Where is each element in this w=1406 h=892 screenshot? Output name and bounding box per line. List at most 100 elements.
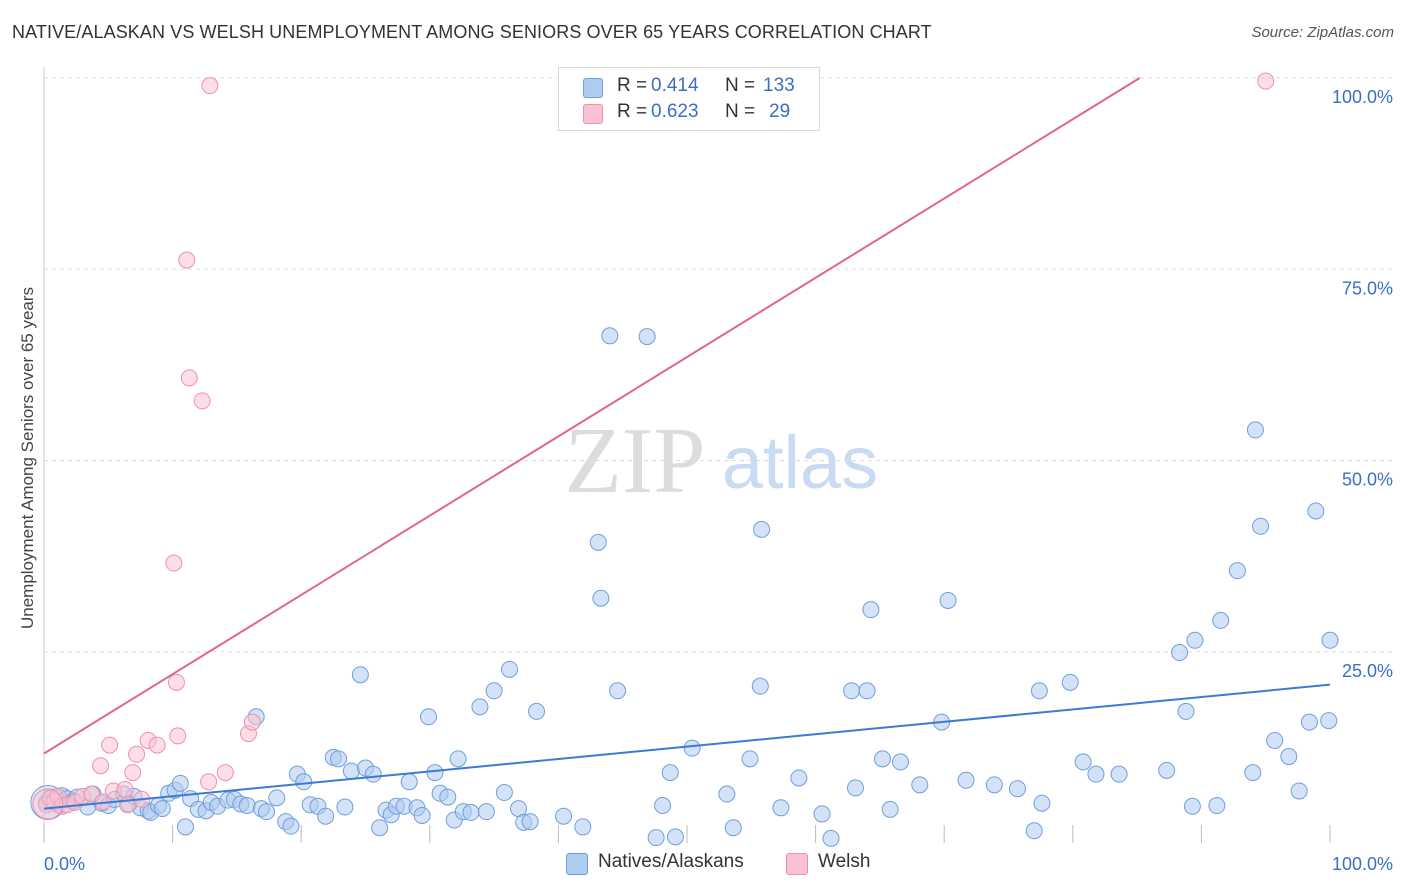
natives-point (1110, 765, 1128, 783)
welsh-point (167, 673, 185, 691)
natives-point (638, 328, 656, 346)
welsh-point (165, 554, 183, 572)
natives-point (862, 601, 880, 619)
natives-point (772, 799, 790, 817)
natives-point (1321, 631, 1339, 649)
natives-point (647, 829, 665, 847)
natives-point (609, 682, 627, 700)
natives-point (282, 817, 300, 835)
natives-point (371, 819, 389, 837)
gridlines (44, 77, 1395, 653)
natives-point (268, 789, 286, 807)
natives-point (501, 660, 519, 678)
natives-point (336, 798, 354, 816)
natives-point (449, 750, 467, 768)
welsh-swatch (583, 104, 603, 124)
chart-title: NATIVE/ALASKAN VS WELSH UNEMPLOYMENT AMO… (12, 22, 932, 42)
natives-point (813, 805, 831, 823)
natives-point (1300, 713, 1318, 731)
welsh-point (148, 736, 166, 754)
welsh-trendline (43, 77, 1141, 755)
natives-point (1208, 797, 1226, 815)
natives-point (257, 803, 275, 821)
welsh-point (124, 764, 142, 782)
natives-point (153, 800, 171, 818)
welsh-point (193, 392, 211, 410)
welsh-point (200, 773, 218, 791)
stats-box: R = 0.414 N = 133 R = 0.623 N = 29 (558, 67, 820, 131)
n-label: N = (725, 101, 756, 122)
n-value: 29 (769, 101, 791, 122)
natives-point (790, 769, 808, 787)
natives-point (846, 779, 864, 797)
welsh-points (32, 72, 1275, 820)
natives-point (1033, 794, 1051, 812)
tick-labels: 25.0% 50.0% 75.0% 100.0% 0.0% 100.0% (44, 87, 1393, 874)
natives-point (1061, 673, 1079, 691)
welsh-point (1257, 72, 1275, 90)
welsh-point (101, 736, 119, 754)
natives-point (957, 771, 975, 789)
natives-legend-swatch (566, 853, 588, 875)
natives-point (1025, 822, 1043, 840)
natives-point (176, 818, 194, 836)
natives-point (1074, 753, 1092, 771)
natives-point (400, 773, 418, 791)
natives-swatch (583, 78, 603, 98)
natives-point (238, 797, 256, 815)
welsh-point (180, 369, 198, 387)
natives-point (1186, 631, 1204, 649)
source-label: Source: ZipAtlas.com (1251, 24, 1394, 41)
natives-point (1307, 502, 1325, 520)
natives-trendline (43, 683, 1331, 810)
trendlines (43, 77, 1331, 810)
natives-point (495, 784, 513, 802)
r-value: 0.414 (651, 75, 699, 96)
y-tick-label: 100.0% (1332, 87, 1393, 107)
natives-point (521, 813, 539, 831)
natives-point (1183, 797, 1201, 815)
natives-point (364, 765, 382, 783)
natives-point (1087, 765, 1105, 783)
natives-points (30, 327, 1339, 847)
axes (43, 67, 1331, 843)
natives-point (724, 819, 742, 837)
welsh-point (216, 764, 234, 782)
natives-point (574, 818, 592, 836)
welsh-point (169, 727, 187, 745)
natives-point (911, 776, 929, 794)
natives-point (741, 750, 759, 768)
natives-point (555, 807, 573, 825)
natives-point (822, 829, 840, 847)
natives-point (891, 753, 909, 771)
natives-point (589, 533, 607, 551)
natives-point (843, 682, 861, 700)
natives-point (1158, 761, 1176, 779)
r-label: R = (617, 101, 648, 122)
natives-point (1320, 712, 1338, 730)
natives-point (1171, 644, 1189, 662)
x-tick-label: 0.0% (44, 854, 85, 874)
natives-point (1266, 731, 1284, 749)
natives-point (718, 785, 736, 803)
welsh-point (128, 745, 146, 763)
natives-point (601, 327, 619, 345)
welsh-legend-swatch (786, 853, 808, 875)
y-tick-label: 25.0% (1342, 661, 1393, 681)
natives-point (528, 702, 546, 720)
natives-point (939, 591, 957, 609)
natives-point (873, 750, 891, 768)
natives-point (439, 788, 457, 806)
natives-point (295, 773, 313, 791)
legend-label: Natives/Alaskans (598, 851, 744, 872)
natives-point (329, 750, 347, 768)
watermark-atlas: atlas (722, 421, 878, 504)
r-label: R = (617, 75, 648, 96)
natives-point (471, 698, 489, 716)
natives-point (661, 764, 679, 782)
welsh-point (243, 713, 261, 731)
natives-point (426, 764, 444, 782)
natives-point (1009, 780, 1027, 798)
natives-point (592, 589, 610, 607)
